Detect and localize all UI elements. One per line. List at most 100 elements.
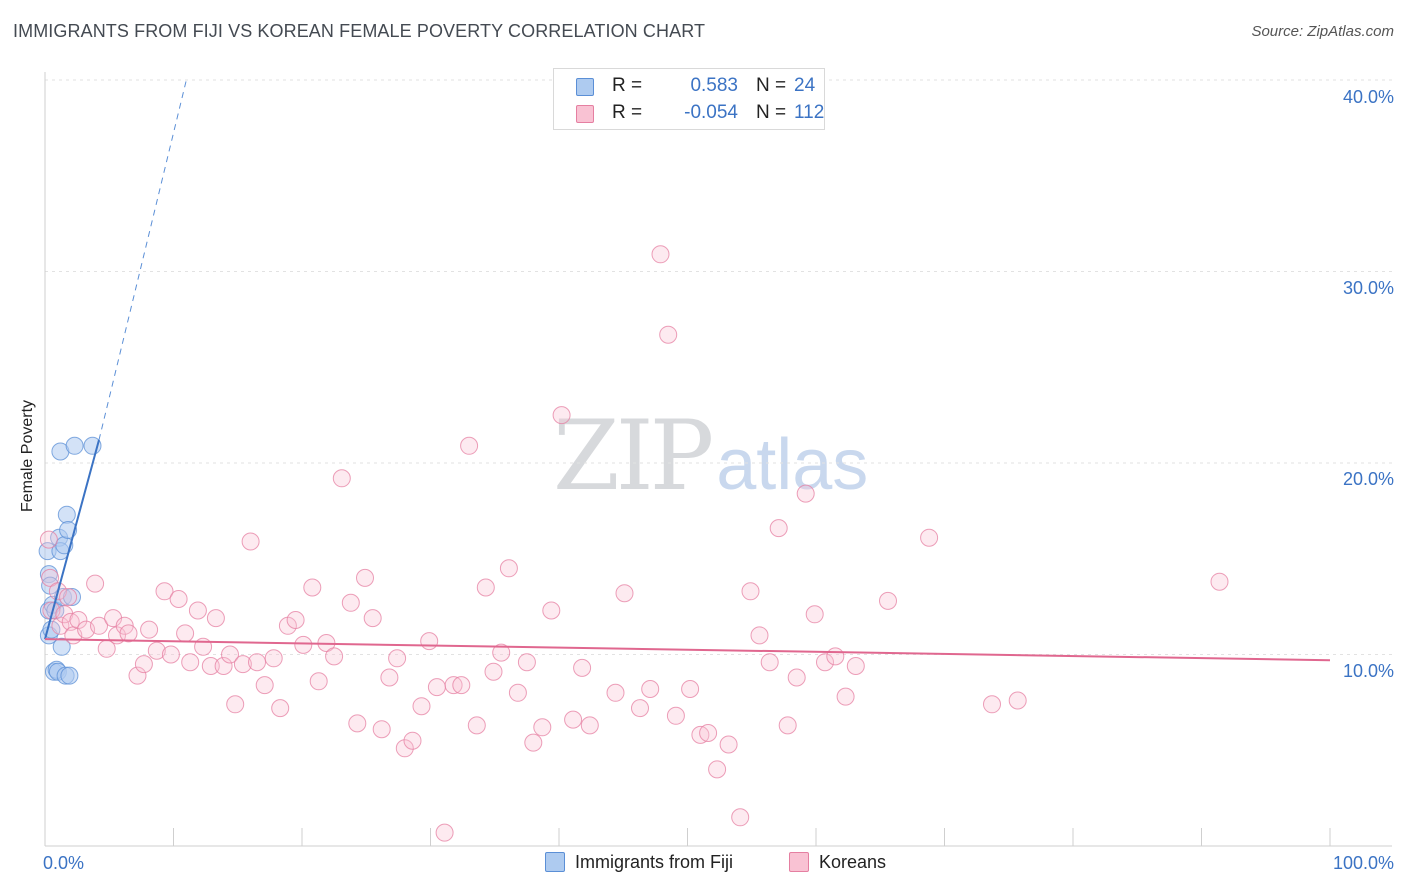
trendline-fiji-extension: [98, 79, 187, 441]
point-fiji-22: [65, 436, 84, 455]
trendline-koreans: [44, 638, 1331, 662]
point-koreans-105: [983, 695, 1001, 714]
point-fiji-19: [59, 521, 78, 539]
point-fiji-23: [83, 436, 102, 455]
y-tick-label-20: 20.0%: [1342, 469, 1394, 489]
legend-label-koreans: Koreans: [819, 852, 887, 872]
point-koreans-89: [719, 735, 738, 754]
point-koreans-52: [372, 720, 391, 739]
point-koreans-55: [395, 739, 414, 758]
point-koreans-92: [750, 626, 769, 645]
point-koreans-53: [380, 668, 399, 687]
legend-swatch-koreans: [789, 852, 809, 872]
stats-swatch-koreans: [576, 105, 594, 123]
point-koreans-38: [264, 649, 283, 668]
x-tick-label-min: 0.0%: [43, 853, 85, 873]
point-koreans-75: [564, 710, 583, 729]
point-koreans-44: [309, 672, 328, 691]
legend-swatch-fiji: [545, 852, 565, 872]
stats-n-label: N =: [756, 75, 787, 96]
point-koreans-29: [201, 657, 220, 675]
point-koreans-0: [39, 530, 58, 549]
legend-item-koreans[interactable]: Koreans: [789, 852, 886, 873]
point-koreans-63: [460, 436, 479, 455]
point-koreans-34: [233, 655, 252, 674]
point-koreans-30: [206, 609, 225, 628]
point-koreans-91: [741, 582, 760, 601]
x-tick-label-max: 100.0%: [1332, 853, 1394, 873]
point-koreans-82: [651, 245, 670, 264]
point-koreans-64: [467, 716, 486, 735]
point-koreans-57: [412, 697, 431, 716]
point-koreans-41: [286, 611, 305, 629]
point-koreans-31: [214, 657, 233, 675]
point-koreans-87: [699, 724, 718, 742]
point-koreans-17: [119, 624, 138, 643]
point-koreans-100: [826, 647, 845, 666]
point-koreans-46: [325, 647, 344, 666]
point-koreans-48: [341, 593, 360, 612]
point-koreans-71: [524, 733, 543, 752]
point-koreans-90: [731, 808, 750, 827]
legend-item-fiji[interactable]: Immigrants from Fiji: [545, 852, 733, 873]
y-axis-label: Female Poverty: [19, 399, 36, 513]
point-koreans-88: [708, 760, 727, 779]
point-koreans-27: [188, 601, 207, 620]
point-koreans-60: [435, 823, 454, 842]
point-koreans-79: [615, 584, 634, 603]
point-koreans-94: [769, 519, 788, 538]
point-koreans-97: [796, 484, 815, 503]
stats-n-value: 24: [794, 75, 816, 96]
point-koreans-26: [181, 653, 200, 672]
stats-box: R = 0.583 N = 24 R = -0.054 N = 112: [553, 68, 825, 130]
point-koreans-4: [51, 616, 70, 635]
point-koreans-62: [452, 676, 471, 695]
point-koreans-101: [836, 687, 855, 706]
point-koreans-61: [444, 676, 463, 695]
point-koreans-39: [271, 699, 290, 718]
point-koreans-43: [303, 578, 322, 597]
point-koreans-73: [542, 601, 561, 620]
point-koreans-49: [348, 714, 367, 733]
point-koreans-32: [221, 645, 239, 664]
point-koreans-25: [176, 624, 195, 643]
point-koreans-36: [248, 653, 266, 672]
point-koreans-50: [356, 568, 374, 587]
point-koreans-86: [691, 725, 710, 744]
point-koreans-59: [427, 678, 446, 697]
point-koreans-70: [517, 653, 536, 672]
point-koreans-1: [41, 568, 60, 587]
point-koreans-85: [681, 680, 700, 698]
point-koreans-5: [55, 605, 74, 624]
point-koreans-54: [388, 649, 407, 668]
point-koreans-9: [69, 611, 88, 629]
y-tick-label-30: 30.0%: [1342, 278, 1394, 298]
point-koreans-81: [641, 680, 660, 698]
point-koreans-80: [631, 699, 649, 718]
point-koreans-102: [846, 657, 865, 675]
point-koreans-33: [226, 695, 245, 714]
point-koreans-107: [1210, 572, 1229, 591]
point-koreans-78: [606, 683, 625, 702]
point-fiji-14: [52, 637, 71, 656]
point-fiji-18: [57, 505, 76, 524]
point-koreans-84: [666, 706, 685, 725]
point-fiji-20: [60, 666, 79, 685]
chart-title: IMMIGRANTS FROM FIJI VS KOREAN FEMALE PO…: [13, 21, 706, 41]
stats-swatch-fiji: [576, 78, 594, 96]
y-tick-label-10: 10.0%: [1342, 661, 1394, 681]
point-koreans-42: [294, 635, 313, 654]
point-koreans-99: [816, 653, 834, 672]
point-koreans-103: [879, 591, 897, 610]
point-koreans-20: [140, 620, 159, 639]
point-koreans-67: [492, 643, 511, 662]
stats-n-value: 112: [794, 102, 825, 123]
point-koreans-95: [778, 716, 797, 735]
trendline-fiji: [44, 439, 100, 640]
point-koreans-11: [86, 574, 105, 593]
source-label: Source: ZipAtlas.com: [1251, 23, 1394, 40]
point-koreans-7: [61, 612, 80, 631]
point-koreans-22: [155, 582, 174, 601]
point-koreans-47: [332, 469, 351, 488]
